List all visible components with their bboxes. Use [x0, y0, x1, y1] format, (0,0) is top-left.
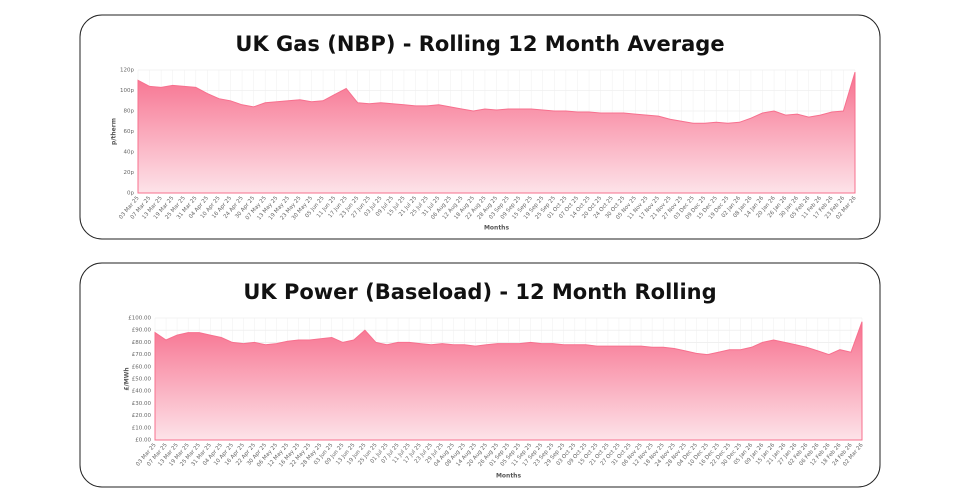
y-tick-label: 120p	[120, 68, 134, 74]
chart-title: UK Power (Baseload) - 12 Month Rolling	[243, 280, 716, 304]
y-tick-label: £100.00	[128, 316, 151, 322]
y-tick-label: 20p	[124, 170, 135, 176]
y-tick-label: 100p	[120, 88, 134, 94]
y-tick-label: 80p	[124, 109, 135, 115]
y-tick-label: £70.00	[132, 352, 152, 358]
y-axis-title: p/therm	[111, 118, 118, 145]
y-tick-label: £10.00	[132, 425, 152, 431]
y-tick-label: £80.00	[132, 340, 152, 346]
y-tick-label: £50.00	[132, 377, 152, 383]
area	[154, 321, 863, 441]
y-tick-label: £30.00	[132, 401, 152, 407]
y-tick-label: £90.00	[132, 328, 152, 334]
y-tick-label: £0.00	[135, 438, 151, 444]
y-tick-label: £40.00	[132, 389, 152, 395]
y-axis-title: £/MWh	[124, 367, 131, 390]
chart-title: UK Gas (NBP) - Rolling 12 Month Average	[235, 32, 724, 56]
x-axis-title: Months	[496, 473, 522, 480]
y-tick-label: 40p	[124, 150, 135, 156]
y-tick-label: 0p	[127, 191, 134, 197]
y-tick-label: £60.00	[132, 364, 152, 370]
area	[137, 71, 856, 194]
y-tick-label: 60p	[124, 129, 135, 135]
x-axis-title: Months	[484, 225, 510, 232]
y-tick-label: £20.00	[132, 413, 152, 419]
